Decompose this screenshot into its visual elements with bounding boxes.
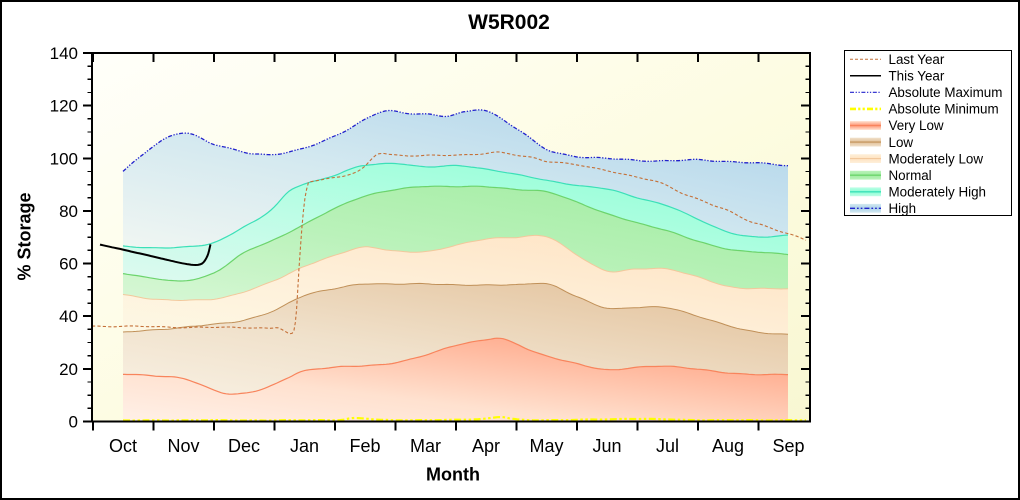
svg-text:Oct: Oct — [109, 436, 137, 456]
svg-text:40: 40 — [59, 307, 78, 326]
svg-text:Normal: Normal — [889, 168, 932, 183]
svg-text:Nov: Nov — [167, 436, 199, 456]
svg-text:Absolute Minimum: Absolute Minimum — [889, 102, 999, 117]
svg-text:140: 140 — [50, 44, 78, 63]
svg-text:High: High — [889, 201, 917, 216]
svg-text:Jul: Jul — [656, 436, 679, 456]
svg-text:Jan: Jan — [290, 436, 319, 456]
svg-text:Feb: Feb — [349, 436, 380, 456]
svg-text:Absolute Maximum: Absolute Maximum — [889, 85, 1003, 100]
svg-text:Sep: Sep — [772, 436, 804, 456]
svg-text:May: May — [529, 436, 563, 456]
svg-text:Jun: Jun — [592, 436, 621, 456]
svg-text:Low: Low — [889, 135, 914, 150]
svg-text:Mar: Mar — [410, 436, 441, 456]
svg-text:W5R002: W5R002 — [468, 11, 550, 34]
svg-text:Moderately High: Moderately High — [889, 185, 987, 200]
svg-text:120: 120 — [50, 97, 78, 116]
svg-text:60: 60 — [59, 255, 78, 274]
svg-text:Dec: Dec — [228, 436, 260, 456]
svg-text:20: 20 — [59, 360, 78, 379]
svg-text:0: 0 — [69, 413, 78, 432]
svg-text:Month: Month — [426, 465, 480, 485]
svg-text:Last Year: Last Year — [889, 52, 945, 67]
svg-text:Moderately Low: Moderately Low — [889, 151, 984, 166]
svg-text:Aug: Aug — [712, 436, 744, 456]
svg-text:% Storage: % Storage — [14, 192, 34, 280]
svg-text:80: 80 — [59, 202, 78, 221]
svg-text:Very Low: Very Low — [889, 118, 944, 133]
svg-text:100: 100 — [50, 149, 78, 168]
svg-text:This Year: This Year — [889, 69, 945, 84]
svg-text:Apr: Apr — [472, 436, 500, 456]
